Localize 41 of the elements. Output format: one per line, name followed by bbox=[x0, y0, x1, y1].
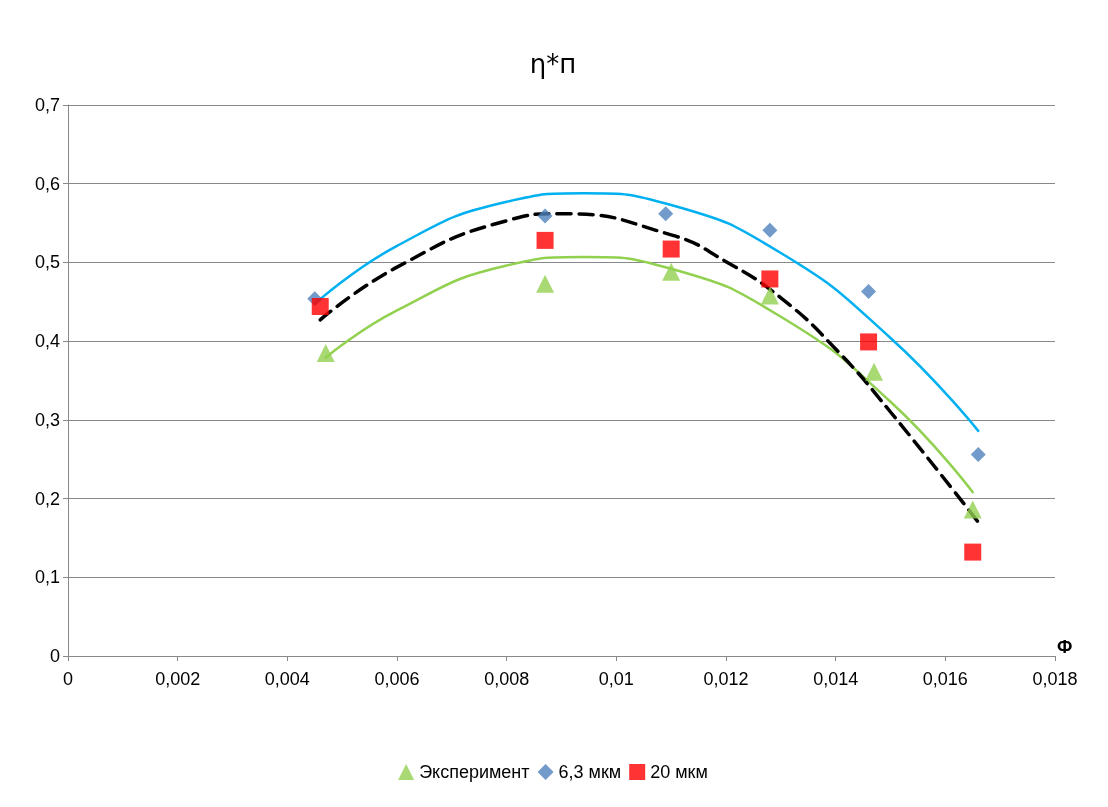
y-tick-label: 0,4 bbox=[34, 331, 60, 352]
x-axis-title: Ф bbox=[1057, 637, 1073, 657]
point bbox=[861, 284, 877, 300]
point bbox=[760, 286, 779, 305]
point bbox=[662, 240, 680, 258]
y-tick-label: 0,7 bbox=[34, 95, 60, 115]
point bbox=[964, 543, 982, 561]
x-tick-label: 0,01 bbox=[598, 669, 634, 689]
point bbox=[658, 206, 674, 222]
x-tick-label: 0 bbox=[62, 669, 74, 689]
x-tick-label: 0,014 bbox=[813, 669, 859, 689]
point bbox=[970, 446, 986, 462]
point bbox=[865, 362, 884, 381]
y-tick-label: 0,1 bbox=[34, 567, 60, 588]
x-tick-label: 0,012 bbox=[703, 669, 749, 689]
legend-label: 6,3 мкм bbox=[558, 762, 622, 782]
point bbox=[963, 500, 982, 519]
y-tick-label: 0,2 bbox=[34, 488, 60, 509]
x-tick-label: 0,006 bbox=[374, 669, 420, 689]
chart-title: η*п bbox=[529, 49, 577, 79]
point bbox=[662, 262, 681, 281]
y-tick-label: 0,3 bbox=[34, 409, 60, 430]
y-tick-label: 0,5 bbox=[34, 252, 60, 273]
point bbox=[536, 274, 555, 293]
x-tick-label: 0,002 bbox=[155, 669, 201, 689]
y-tick-label: 0 bbox=[49, 646, 60, 666]
x-tick-label: 0,016 bbox=[922, 669, 968, 689]
point bbox=[762, 222, 778, 238]
point bbox=[860, 333, 878, 351]
point bbox=[536, 231, 554, 249]
legend-label: Эксперимент bbox=[419, 762, 530, 782]
y-tick-label: 0,6 bbox=[34, 173, 60, 194]
point bbox=[316, 343, 335, 362]
line-series bbox=[318, 211, 980, 524]
point bbox=[311, 298, 329, 316]
x-tick-label: 0,004 bbox=[264, 669, 310, 689]
x-tick-label: 0,018 bbox=[1032, 669, 1078, 689]
point bbox=[537, 208, 553, 224]
legend-label: 20 мкм bbox=[650, 762, 708, 782]
point bbox=[761, 270, 779, 288]
x-tick-label: 0,008 bbox=[484, 669, 530, 689]
